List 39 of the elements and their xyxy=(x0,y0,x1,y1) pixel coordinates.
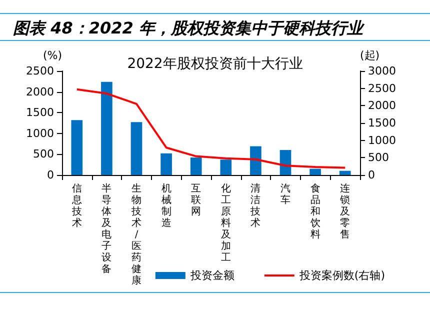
y2-tick-label: 3000 xyxy=(368,64,396,78)
y2-tick-label: 2000 xyxy=(368,99,396,112)
legend-label: 投资案例数(右轴) xyxy=(298,269,386,282)
y-tick-label: 2500 xyxy=(26,64,54,78)
x-tick-label: 半导体及电子设备 xyxy=(102,182,112,275)
y-tick-label: 500 xyxy=(33,148,54,161)
bar xyxy=(220,160,232,175)
bar xyxy=(190,158,202,175)
chart-subtitle: 2022年股权投资前十大行业 xyxy=(127,56,303,72)
x-tick-label: 互联网 xyxy=(191,183,202,218)
y2-tick-label: 500 xyxy=(368,151,389,164)
y-tick-label: 1500 xyxy=(26,106,54,120)
bar xyxy=(71,120,83,175)
bar xyxy=(310,168,321,175)
x-tick-label: 机械制造 xyxy=(161,182,172,229)
x-tick-label: 食品和饮料 xyxy=(309,182,320,240)
y2-axis-title: (起) xyxy=(360,49,380,62)
y-tick-label: 1000 xyxy=(26,126,54,140)
bar xyxy=(339,170,351,175)
y-axis-title: (%) xyxy=(42,49,62,62)
line-series xyxy=(76,88,346,169)
x-tick-label: 信息技术 xyxy=(70,182,82,229)
bar xyxy=(101,82,112,175)
bar xyxy=(160,153,172,175)
chart-title: 图表 48：2022 年，股权投资集中于硬科技行业 xyxy=(13,18,365,38)
bar xyxy=(250,146,262,175)
category-label: 生物技术/医药健康 xyxy=(132,183,142,286)
x-tick-label: 清洁技术 xyxy=(250,182,261,229)
y2-tick-label: 0 xyxy=(368,168,375,182)
x-tick-label: 连锁及零售 xyxy=(339,182,350,240)
y-tick-label: 0 xyxy=(47,168,54,182)
y-tick-label: 2000 xyxy=(26,85,54,98)
legend-label: 投资金额 xyxy=(189,269,234,282)
x-tick-label: 汽车 xyxy=(280,182,290,206)
x-tick-label: 化工原料及加工 xyxy=(220,182,231,264)
bar xyxy=(130,122,142,175)
y2-tick-label: 1000 xyxy=(368,134,396,147)
y2-tick-label: 2500 xyxy=(368,82,396,95)
y2-tick-label: 1500 xyxy=(368,116,396,130)
